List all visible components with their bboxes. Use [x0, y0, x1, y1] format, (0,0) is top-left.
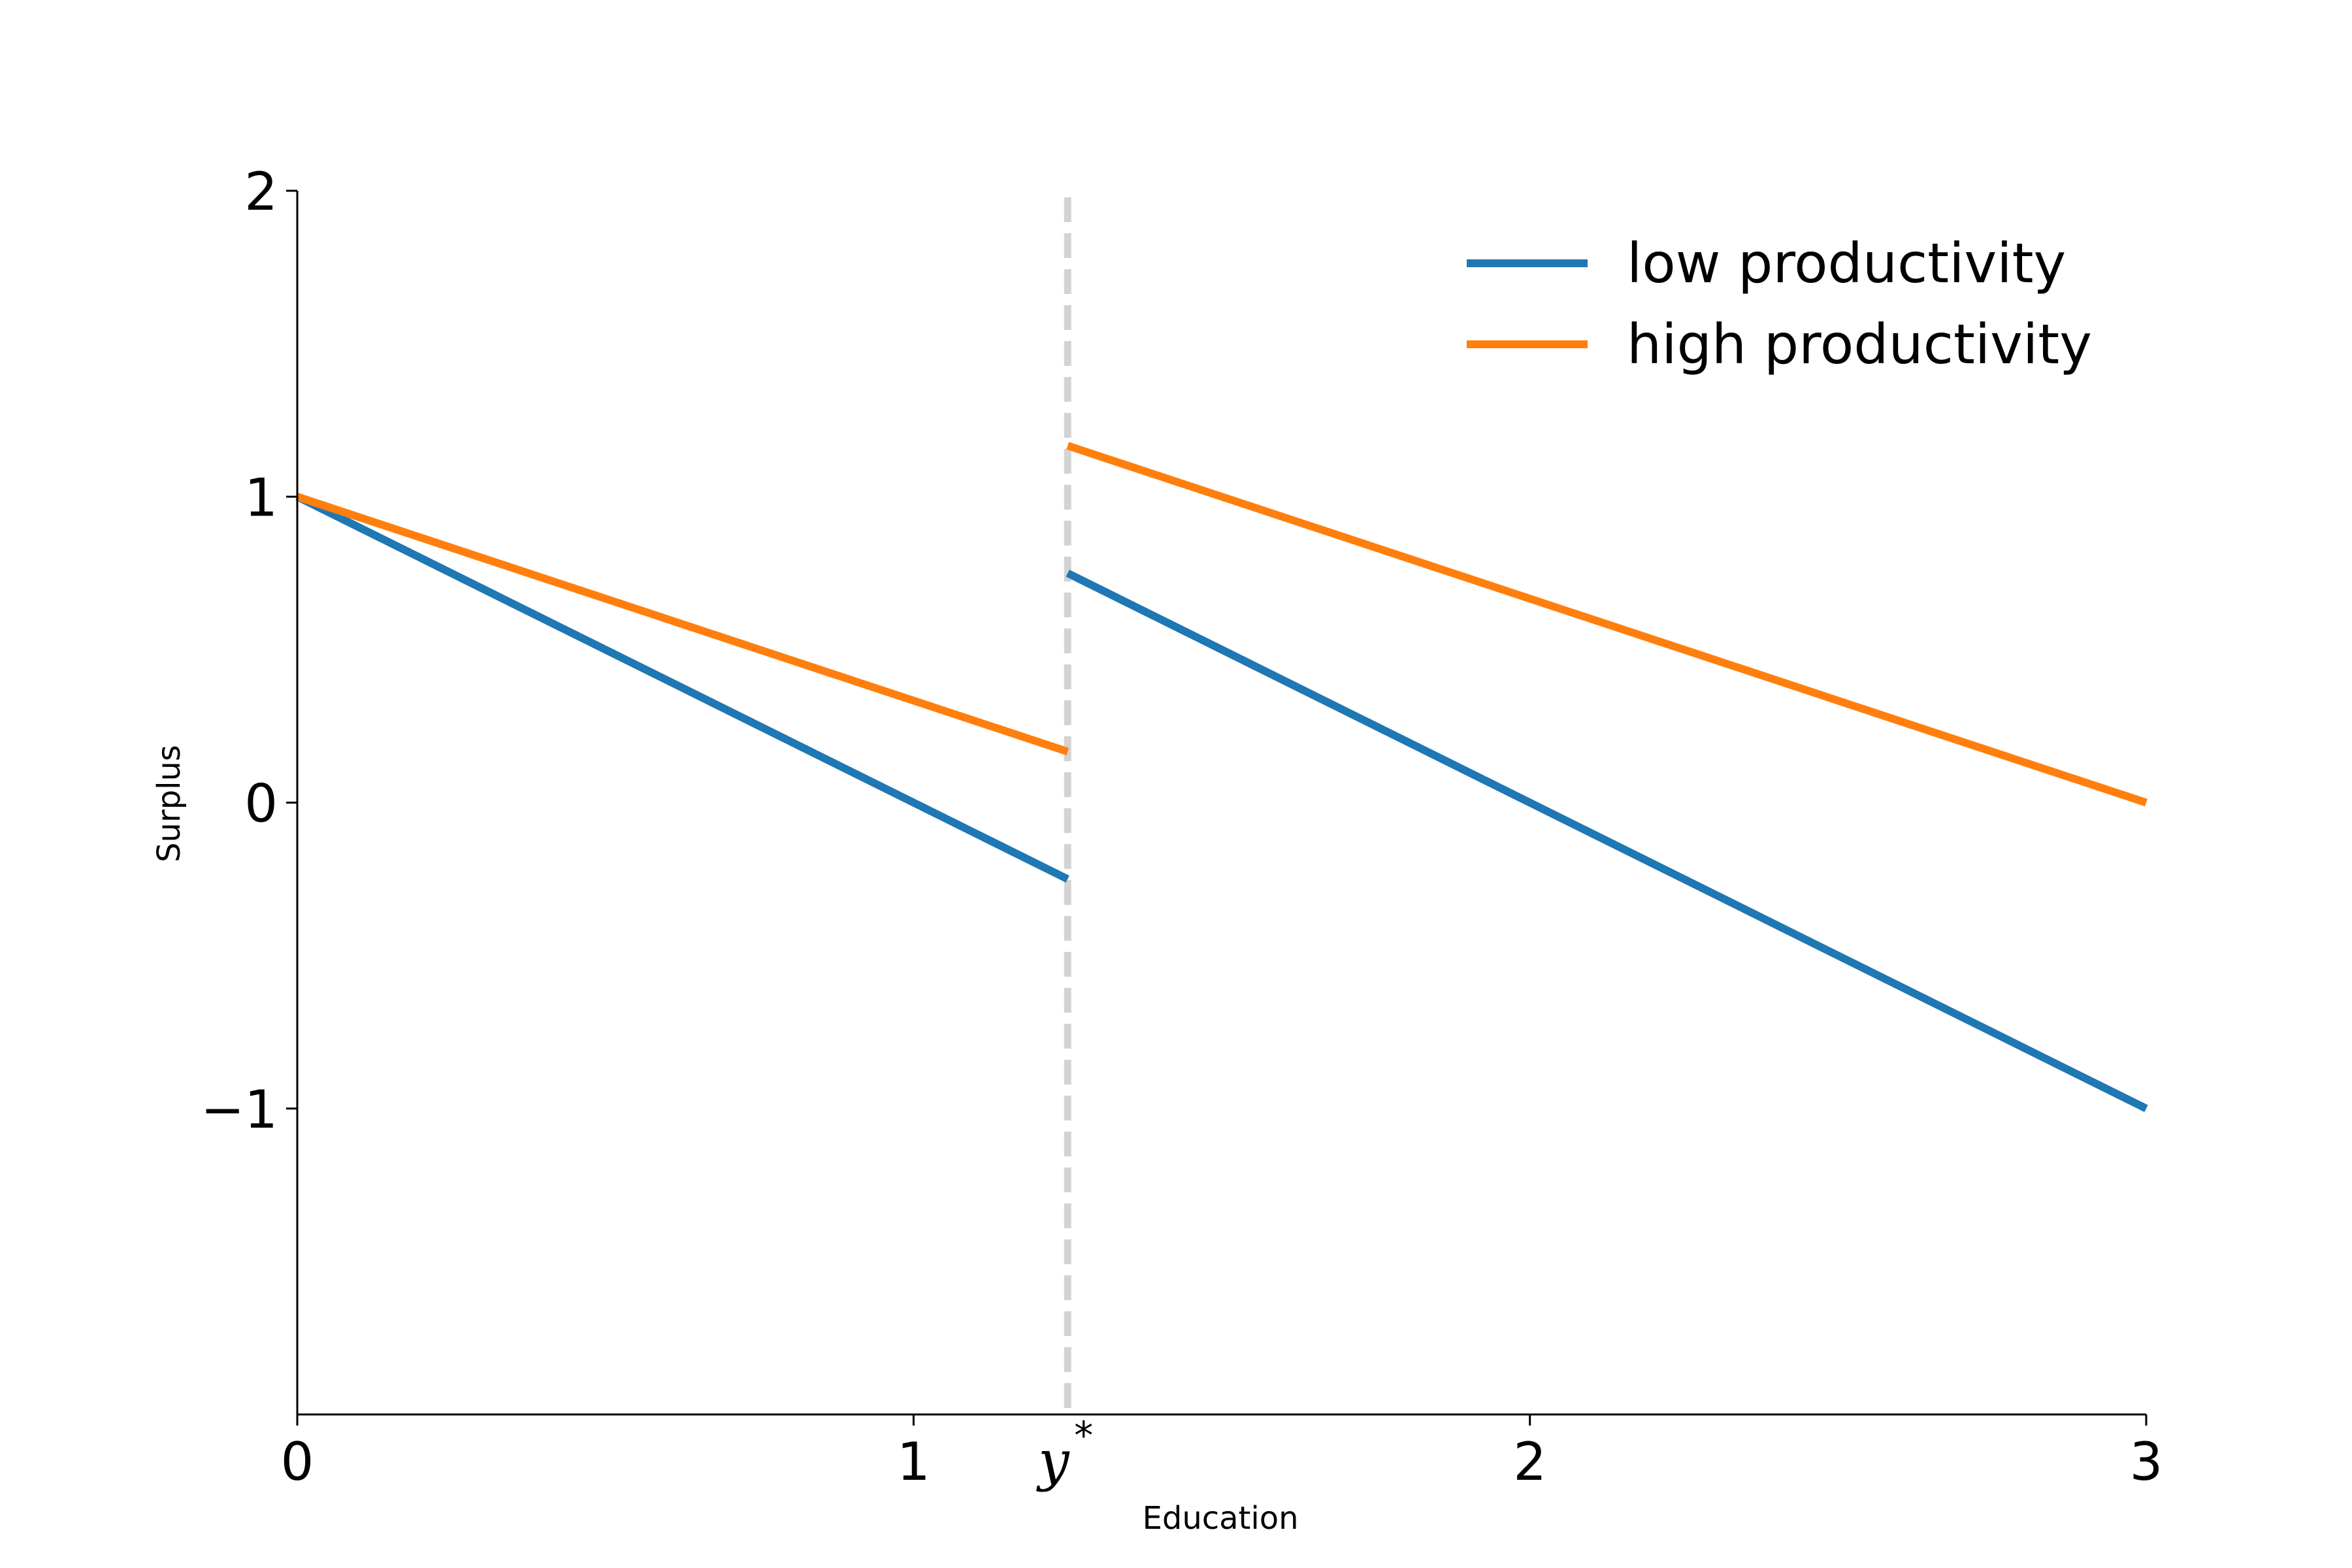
series-line-high-productivity-segment-1	[296, 493, 1070, 756]
y-axis-label: Surplus	[151, 745, 188, 862]
x-tick-label-2: 2	[1513, 1431, 1546, 1492]
x-tick-label-1: 1	[897, 1431, 930, 1492]
axes-layer: 0 1 2 3 −1 0 1 2 y *	[201, 161, 2163, 1493]
series-layer	[295, 442, 2148, 1113]
y-tick-label--1: −1	[201, 1079, 278, 1140]
legend-label-high-productivity: high productivity	[1627, 312, 2092, 376]
y-tick-label-2: 2	[244, 161, 278, 222]
x-tick-label-ystar-superscript: *	[1074, 1413, 1093, 1458]
x-tick-label-0: 0	[281, 1431, 314, 1492]
x-tick-label-ystar: y	[1036, 1429, 1070, 1493]
y-tick-label-1: 1	[244, 467, 278, 528]
y-tick-label-0: 0	[244, 774, 278, 834]
legend-label-low-productivity: low productivity	[1627, 231, 2066, 295]
series-line-high-productivity-segment-2	[1066, 442, 2148, 807]
x-tick-label-3: 3	[2130, 1431, 2163, 1492]
x-axis-label: Education	[1143, 1500, 1299, 1537]
series-line-low-productivity-segment-1	[295, 493, 1070, 883]
legend: low productivity high productivity	[1467, 231, 2092, 376]
series-line-low-productivity-segment-2	[1066, 569, 2148, 1113]
